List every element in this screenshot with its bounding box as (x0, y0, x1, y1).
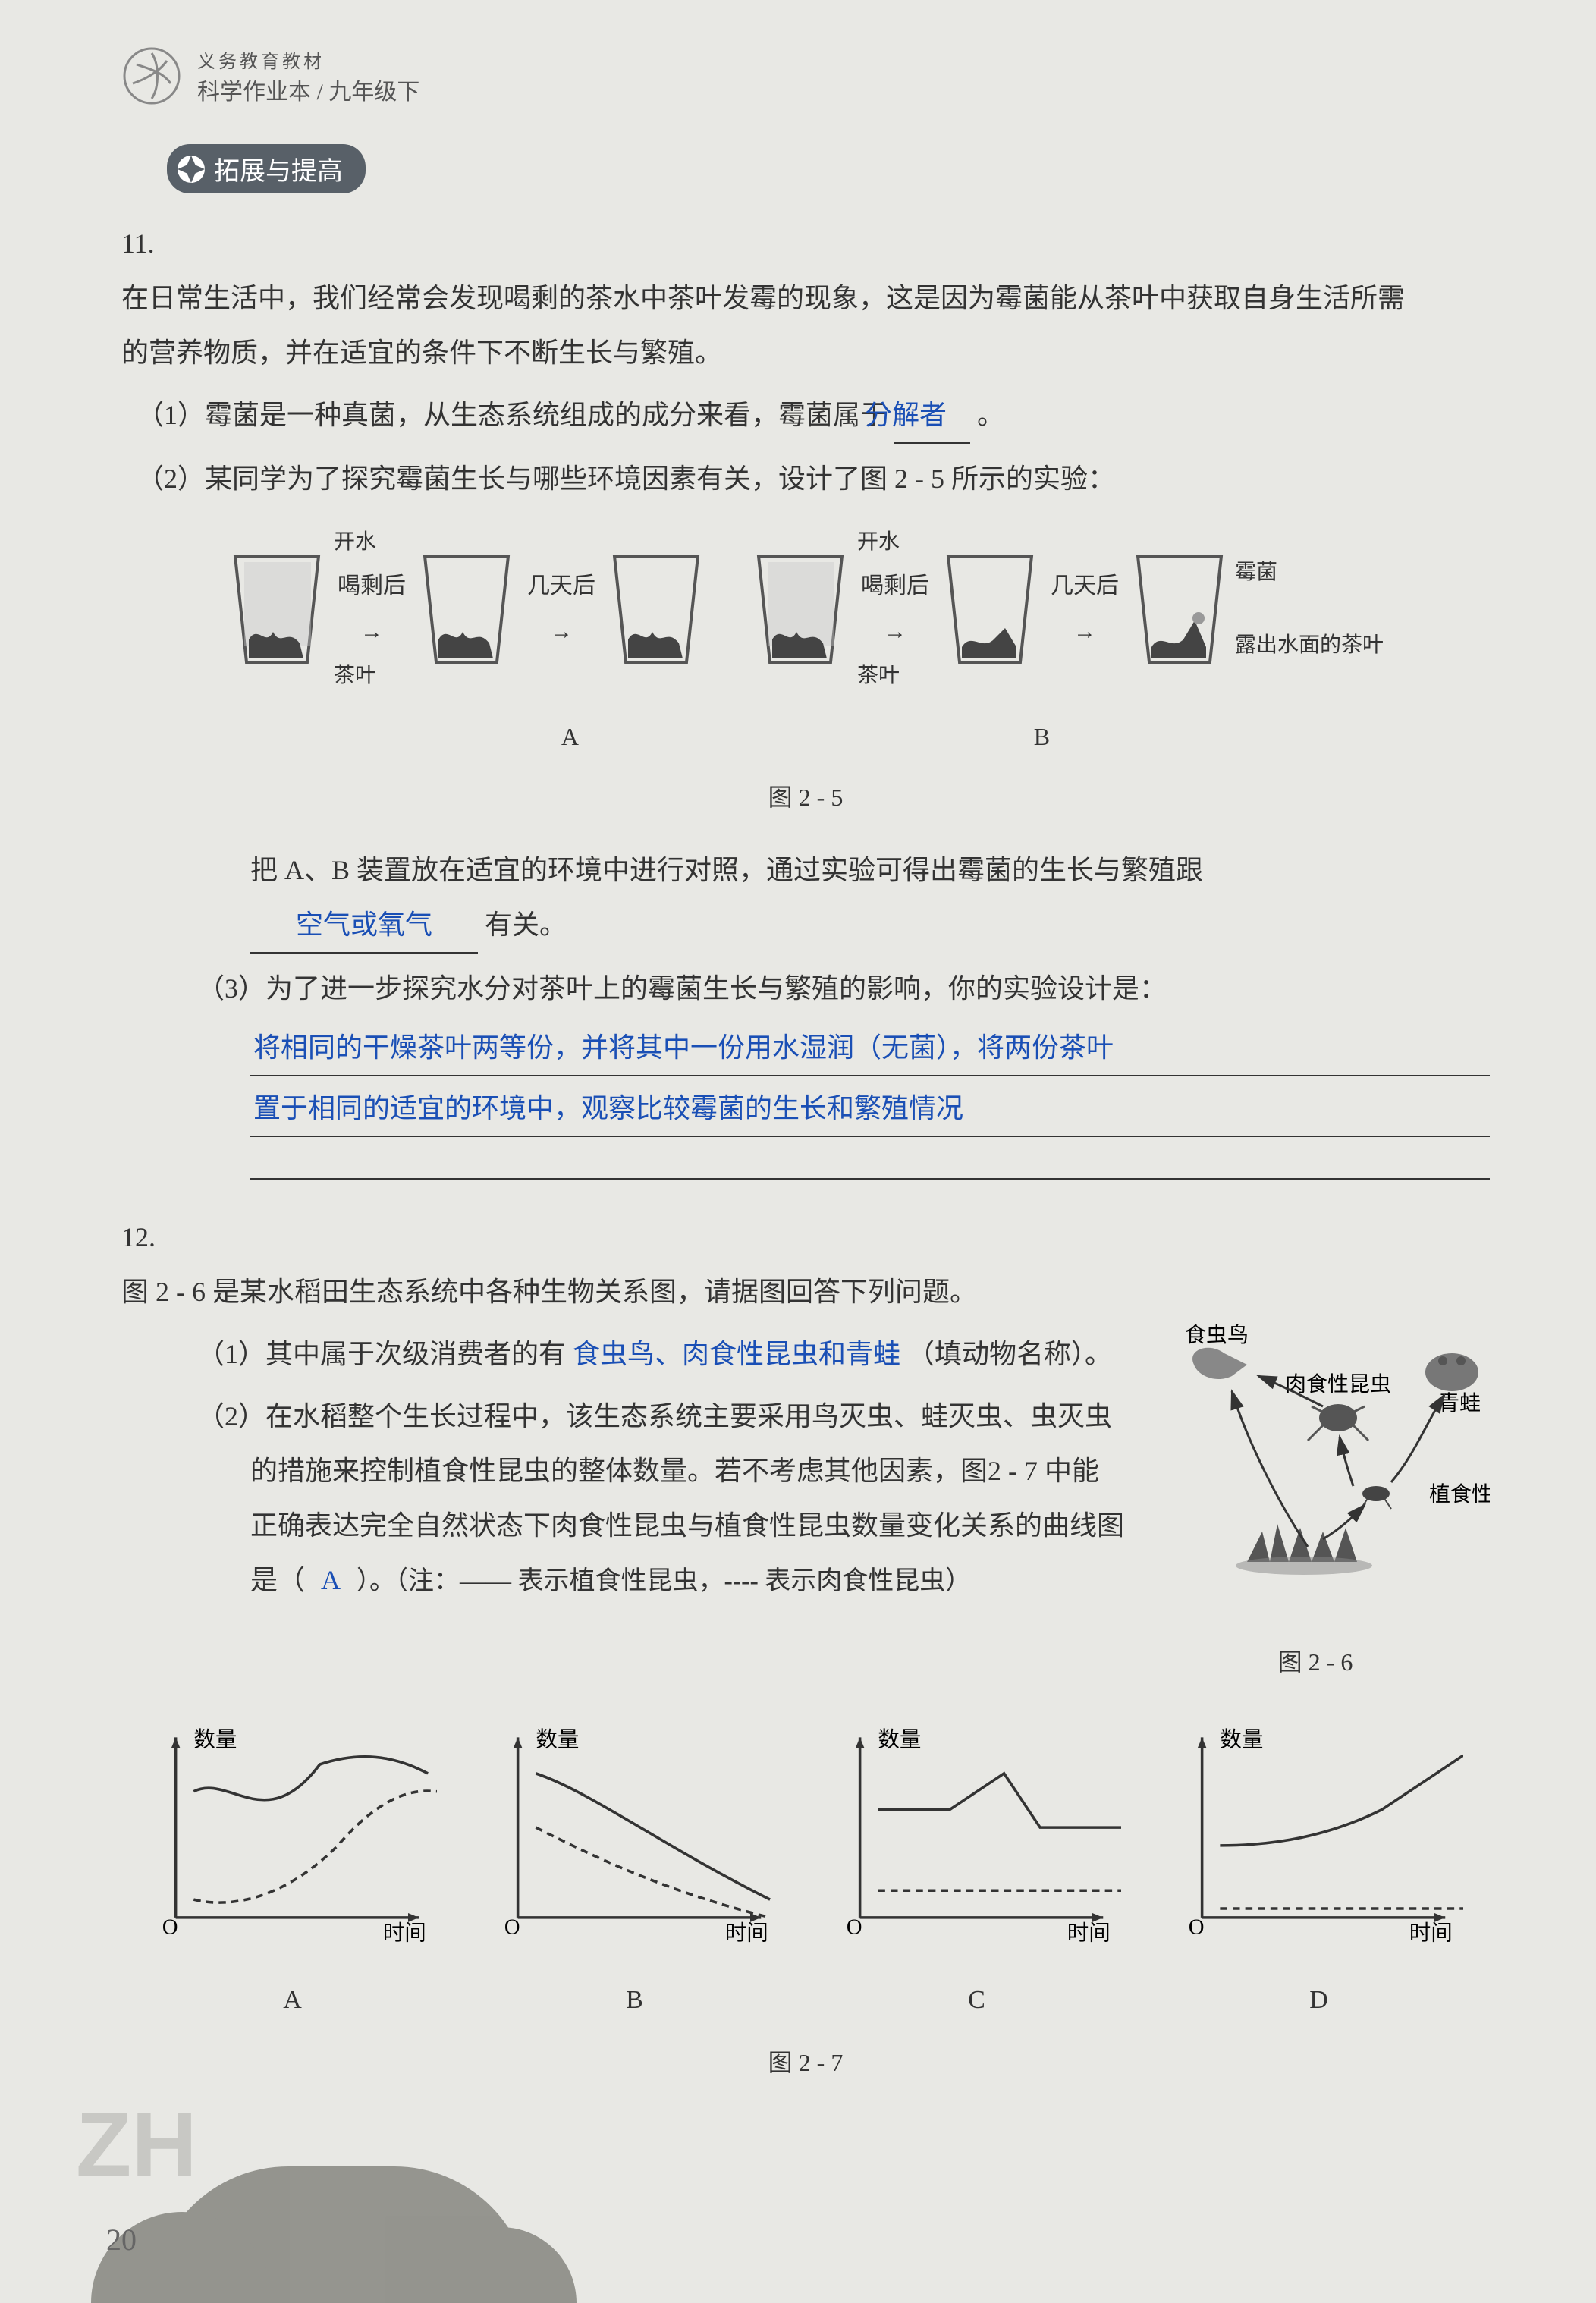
chart-d: 数量 时间 O (1175, 1723, 1463, 1950)
svg-text:数量: 数量 (536, 1727, 579, 1752)
svg-text:时间: 时间 (1067, 1921, 1110, 1946)
label-days-b: 几天后 (1051, 573, 1119, 599)
charts-2-7: 数量 时间 O A 数量 时间 O (121, 1723, 1490, 2026)
label-after-drink-a: 喝剩后 (338, 573, 406, 599)
svg-text:O: O (504, 1915, 520, 1939)
chart-a: 数量 时间 O (149, 1723, 437, 1950)
q12-sub1: （1）其中属于次级消费者的有 食虫鸟、肉食性昆虫和青蛙 （填动物名称）。 (121, 1327, 1126, 1381)
svg-text:数量: 数量 (878, 1727, 921, 1752)
page-header: 义务教育教材 科学作业本 / 九年级下 (121, 46, 1490, 106)
q12-sub2-answer: A (312, 1565, 350, 1595)
page-number: 20 (106, 2222, 137, 2257)
q11-sub3-answer2: 置于相同的适宜的环境中，观察比较霉菌的生长和繁殖情况 (250, 1081, 1490, 1137)
chart-c-label: C (833, 1975, 1121, 2026)
svg-text:O: O (846, 1915, 862, 1939)
chart-b: 数量 时间 O (491, 1723, 779, 1950)
svg-text:时间: 时间 (382, 1921, 426, 1946)
question-11: 11. 在日常生活中，我们经常会发现喝剩的茶水中茶叶发霉的现象，这是因为霉菌能从… (121, 216, 1490, 1180)
label-days-a: 几天后 (527, 573, 595, 599)
svg-text:植食性昆虫: 植食性昆虫 (1429, 1482, 1490, 1507)
q11-sub2: （2）某同学为了探究霉菌生长与哪些环境因素有关，设计了图 2 - 5 所示的实验… (121, 451, 1429, 506)
q12-number: 12. (121, 1210, 176, 1265)
q11-number: 11. (121, 216, 176, 271)
q12-sub1-answer: 食虫鸟、肉食性昆虫和青蛙 (573, 1339, 900, 1369)
svg-text:O: O (1188, 1915, 1204, 1939)
q11-sub1-answer: 分解者 (894, 388, 970, 444)
label-tea-a: 茶叶 (334, 655, 417, 697)
q12-intro: 图 2 - 6 是某水稻田生态系统中各种生物关系图，请据图回答下列问题。 (121, 1265, 1429, 1319)
svg-text:青蛙: 青蛙 (1438, 1391, 1481, 1415)
svg-text:数量: 数量 (193, 1727, 237, 1752)
fig-2-6-caption: 图 2 - 6 (1141, 1638, 1490, 1686)
q12-sub2: （2）在水稻整个生长过程中，该生态系统主要采用鸟灭虫、蛙灭虫、虫灭虫的措施来控制… (121, 1389, 1126, 1607)
label-tea-b: 茶叶 (857, 655, 941, 697)
cup-a2 (417, 548, 516, 670)
cup-b2 (941, 548, 1039, 670)
group-a-label: A (561, 712, 579, 761)
q11-sub3: （3）为了进一步探究水分对茶叶上的霉菌生长与繁殖的影响，你的实验设计是： (121, 961, 1490, 1016)
chart-c: 数量 时间 O (833, 1723, 1121, 1950)
svg-text:时间: 时间 (724, 1921, 768, 1946)
header-title: 科学作业本 / 九年级下 (197, 73, 419, 106)
fig-2-5-caption: 图 2 - 5 (121, 773, 1490, 822)
q11-intro: 在日常生活中，我们经常会发现喝剩的茶水中茶叶发霉的现象，这是因为霉菌能从茶叶中获… (121, 283, 1405, 368)
aperture-icon (176, 154, 206, 184)
watermark: ZH (76, 2092, 197, 2197)
label-boiled-water-a: 开水 (334, 521, 417, 564)
label-mold: 霉菌 (1235, 551, 1384, 594)
svg-text:数量: 数量 (1220, 1727, 1263, 1752)
label-after-drink-b: 喝剩后 (861, 573, 929, 599)
q11-sub2-answer: 空气或氧气 (250, 897, 478, 954)
chart-d-label: D (1175, 1975, 1463, 2026)
cup-b3 (1130, 548, 1229, 670)
q11-sub3-answer3 (250, 1142, 1490, 1180)
chart-b-label: B (491, 1975, 779, 2026)
section-title: 拓展与提高 (214, 150, 343, 187)
svg-text:O: O (162, 1915, 178, 1939)
cup-a3 (607, 548, 705, 670)
group-b-label: B (1034, 712, 1050, 761)
svg-text:食虫鸟: 食虫鸟 (1185, 1323, 1249, 1347)
label-exposed-tea: 露出水面的茶叶 (1235, 624, 1384, 667)
svg-text:肉食性昆虫: 肉食性昆虫 (1285, 1372, 1391, 1397)
question-12: 12. 图 2 - 6 是某水稻田生态系统中各种生物关系图，请据图回答下列问题。… (121, 1210, 1490, 2087)
diagram-2-5: 开水 喝剩后→ 茶叶 几天后→ (121, 521, 1490, 697)
chart-a-label: A (149, 1975, 437, 2026)
label-boiled-water-b: 开水 (857, 521, 941, 564)
svg-text:时间: 时间 (1409, 1921, 1452, 1946)
q11-sub2-concl-prefix: 把 A、B 装置放在适宜的环境中进行对照，通过实验可得出霉菌的生长与繁殖跟 (250, 855, 1203, 885)
header-subtitle: 义务教育教材 (197, 46, 419, 73)
cloud-decoration (152, 2166, 531, 2303)
logo-icon (121, 46, 182, 106)
cup-b1 (751, 548, 850, 670)
section-badge: 拓展与提高 (167, 144, 366, 193)
food-web-diagram: 食虫鸟 肉食性昆虫 青蛙 植食性 (1141, 1319, 1490, 1607)
q11-sub2-concl-suffix: 有关。 (485, 910, 567, 940)
cup-a1 (228, 548, 326, 670)
q11-sub1: （1）霉菌是一种真菌，从生态系统组成的成分来看，霉菌属于 分解者 。 (121, 388, 1429, 444)
fig-2-7-caption: 图 2 - 7 (121, 2038, 1490, 2087)
q11-sub3-answer1: 将相同的干燥茶叶两等份，并将其中一份用水湿润（无菌），将两份茶叶 (250, 1020, 1490, 1076)
